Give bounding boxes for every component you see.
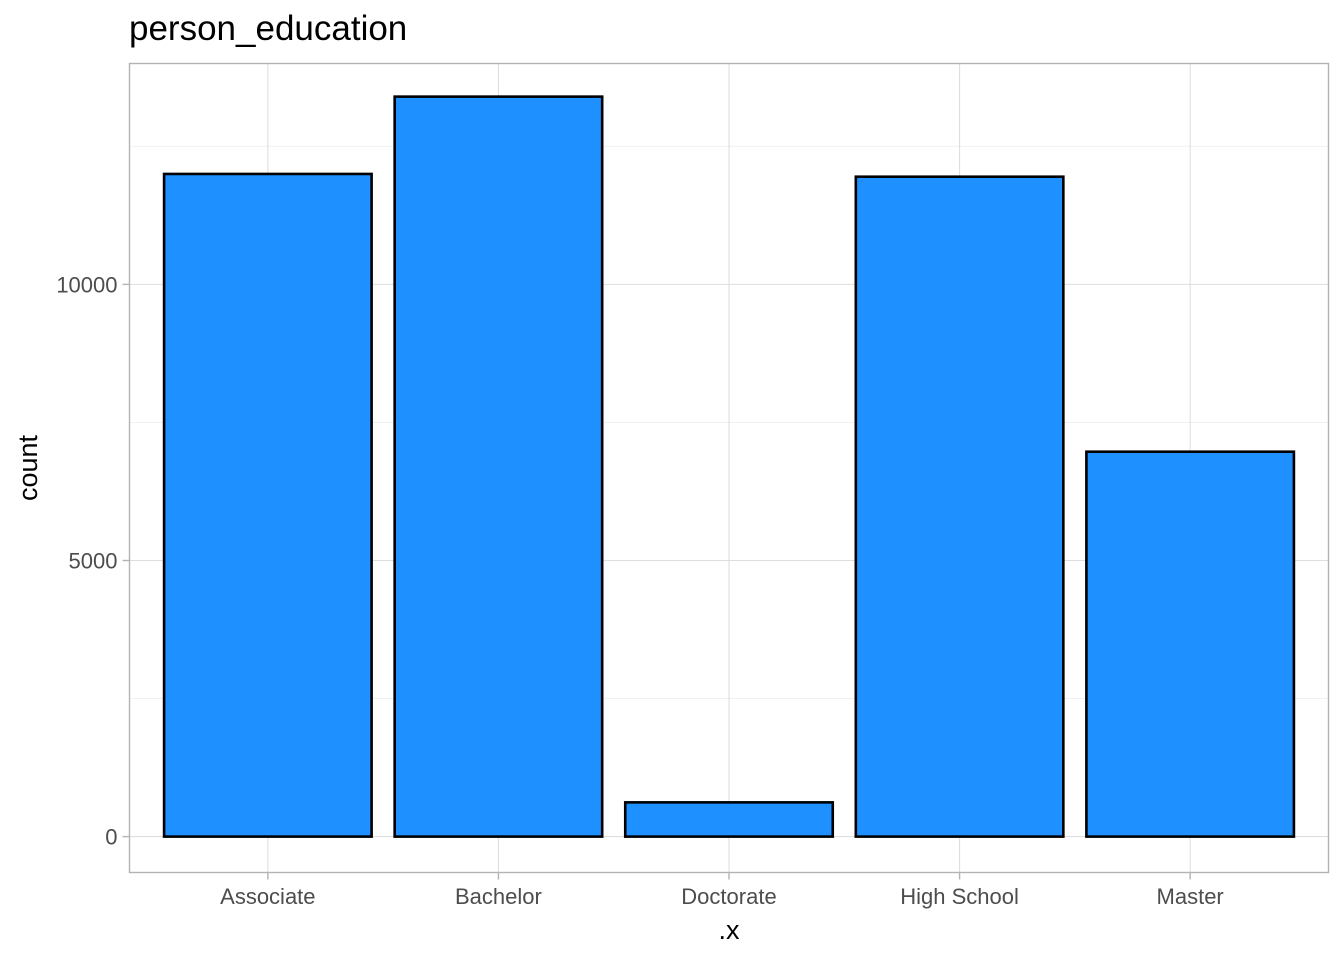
axis-ticks xyxy=(122,283,1191,880)
y-tick-label: 5000 xyxy=(69,548,118,573)
tick-labels: 0 5000 10000 Associate Bachelor Doctorate High… xyxy=(56,272,1223,909)
bar-bachelor xyxy=(393,95,604,838)
chart-title: person_education xyxy=(129,9,407,48)
bar-associate xyxy=(162,172,373,838)
x-tick-label: High School xyxy=(900,884,1019,909)
x-tick-label: Master xyxy=(1157,884,1224,909)
bar-high-school xyxy=(854,175,1065,838)
y-tick-label: 10000 xyxy=(56,272,117,297)
bars xyxy=(162,95,1296,838)
bar-master xyxy=(1085,450,1296,838)
x-tick-label: Bachelor xyxy=(455,884,542,909)
y-axis-title: count xyxy=(13,434,43,501)
x-tick-label: Associate xyxy=(220,884,315,909)
y-tick-label: 0 xyxy=(105,825,117,850)
bar-doctorate xyxy=(623,801,835,838)
x-tick-label: Doctorate xyxy=(681,884,776,909)
x-axis-title: .x xyxy=(718,915,740,945)
